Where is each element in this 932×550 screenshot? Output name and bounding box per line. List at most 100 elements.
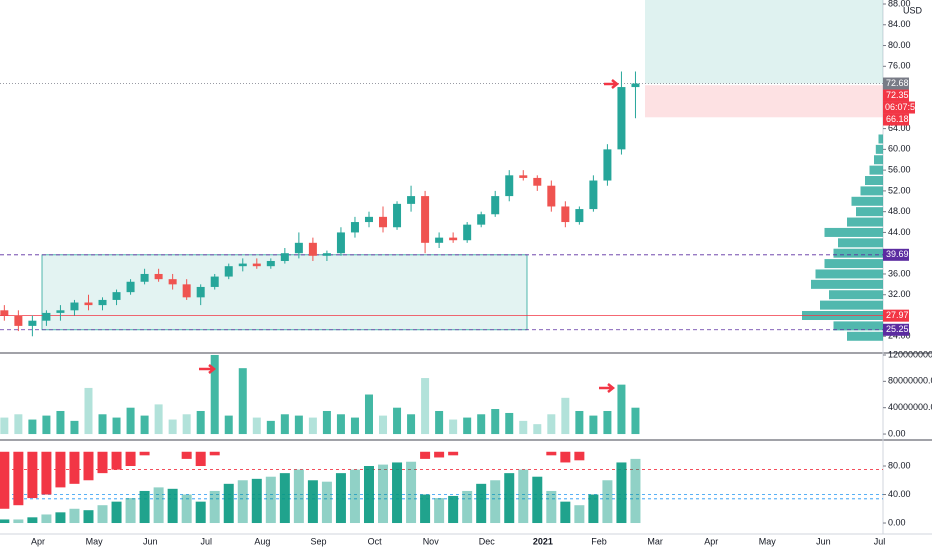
oscillator-up-bar [97, 505, 108, 524]
target-zone [645, 0, 883, 84]
x-tick-label: Sep [310, 536, 326, 546]
oscillator-down-bar [69, 451, 80, 484]
oscillator-tick-label: 0.00 [888, 517, 906, 527]
oscillator-up-bar [209, 490, 220, 524]
oscillator-up-bar [476, 483, 487, 524]
candle-body [491, 196, 500, 215]
volume-bar [350, 417, 359, 435]
volume-bar [196, 410, 205, 435]
candle-body [196, 286, 205, 298]
oscillator-up-bar [0, 519, 10, 524]
oscillator-down-bar [13, 451, 24, 506]
oscillator-up-bar [13, 519, 24, 524]
oscillator-up-bar [630, 458, 641, 524]
volume-profile-bar [833, 248, 883, 258]
candle-body [0, 310, 9, 316]
currency-label: USD [903, 5, 923, 15]
y-tick-label: 60.00 [888, 144, 911, 154]
volume-bar [477, 414, 486, 435]
volume-bar [435, 410, 444, 435]
candle-body [631, 83, 640, 88]
oscillator-up-bar [153, 487, 164, 524]
volume-tick-label: 0.00 [888, 428, 906, 438]
volume-bar [84, 387, 93, 435]
oscillator-down-bar [574, 451, 585, 461]
oscillator-down-bar [97, 451, 108, 474]
x-tick-label: May [86, 536, 104, 546]
oscillator-up-bar [363, 466, 374, 524]
price-tag [883, 309, 909, 322]
oscillator-up-bar [293, 469, 304, 524]
oscillator-up-bar [181, 494, 192, 524]
price-tag-label: 72.68 [886, 78, 909, 88]
candle-body [393, 203, 402, 228]
candle-body [561, 206, 570, 223]
candle-body [589, 180, 598, 210]
candle-body [505, 175, 514, 197]
volume-bar [336, 414, 345, 435]
y-tick-label: 32.00 [888, 289, 911, 299]
volume-bar [393, 407, 402, 435]
price-tag [883, 89, 909, 102]
oscillator-up-bar [378, 464, 389, 524]
price-tag-label: 72.35 [886, 90, 909, 100]
volume-bar [224, 415, 233, 435]
x-tick-label: Dec [479, 536, 496, 546]
volume-bar [0, 417, 9, 435]
volume-profile-bar [865, 176, 883, 186]
oscillator-up-bar [321, 481, 332, 524]
oscillator-down-bar [111, 451, 122, 470]
volume-profile-bar [875, 144, 883, 154]
volume-profile-bar [838, 238, 883, 248]
oscillator-up-bar [616, 462, 627, 524]
volume-bar [631, 407, 640, 435]
candle-body [126, 281, 135, 293]
oscillator-down-bar [546, 451, 557, 456]
oscillator-down-bar [209, 451, 220, 456]
volume-profile-bar [824, 227, 883, 237]
oscillator-up-bar [237, 480, 248, 524]
oscillator-up-bar [265, 476, 276, 524]
candle-body [617, 87, 626, 150]
volume-bar [280, 414, 289, 435]
candle-body [266, 260, 275, 267]
oscillator-up-bar [111, 501, 122, 524]
x-tick-label: Apr [704, 536, 718, 546]
volume-bar [42, 415, 51, 435]
volume-bar [575, 410, 584, 435]
oscillator-up-bar [69, 508, 80, 524]
volume-profile-bar [847, 217, 883, 227]
volume-bar [463, 417, 472, 435]
candle-body [308, 242, 317, 256]
candle-body [14, 315, 23, 326]
candle-body [70, 302, 79, 311]
price-tag [883, 113, 909, 126]
oscillator-up-bar [504, 473, 515, 524]
candle-body [575, 209, 584, 223]
candle-body [112, 292, 121, 300]
y-tick-label: 80.00 [888, 40, 911, 50]
oscillator-tick-label: 40.00 [888, 489, 911, 499]
oscillator-up-bar [602, 480, 613, 524]
oscillator-up-bar [41, 514, 52, 524]
oscillator-up-bar [518, 469, 529, 524]
oscillator-up-bar [574, 505, 585, 524]
oscillator-down-bar [41, 451, 52, 495]
candle-body [421, 196, 430, 243]
oscillator-up-bar [448, 495, 459, 524]
oscillator-down-bar [181, 451, 192, 459]
oscillator-down-bar [420, 451, 431, 459]
candle-body [224, 266, 233, 277]
oscillator-up-bar [125, 498, 136, 524]
oscillator-down-bar [434, 451, 445, 458]
oscillator-up-bar [392, 462, 403, 524]
annotation-arrow [199, 364, 217, 374]
candle-body [407, 196, 416, 204]
oscillator-up-bar [251, 478, 262, 524]
oscillator-up-bar [434, 498, 445, 524]
oscillator-down-bar [195, 451, 206, 467]
y-tick-label: 52.00 [888, 185, 911, 195]
volume-bar [407, 414, 416, 435]
oscillator-up-bar [532, 476, 543, 524]
